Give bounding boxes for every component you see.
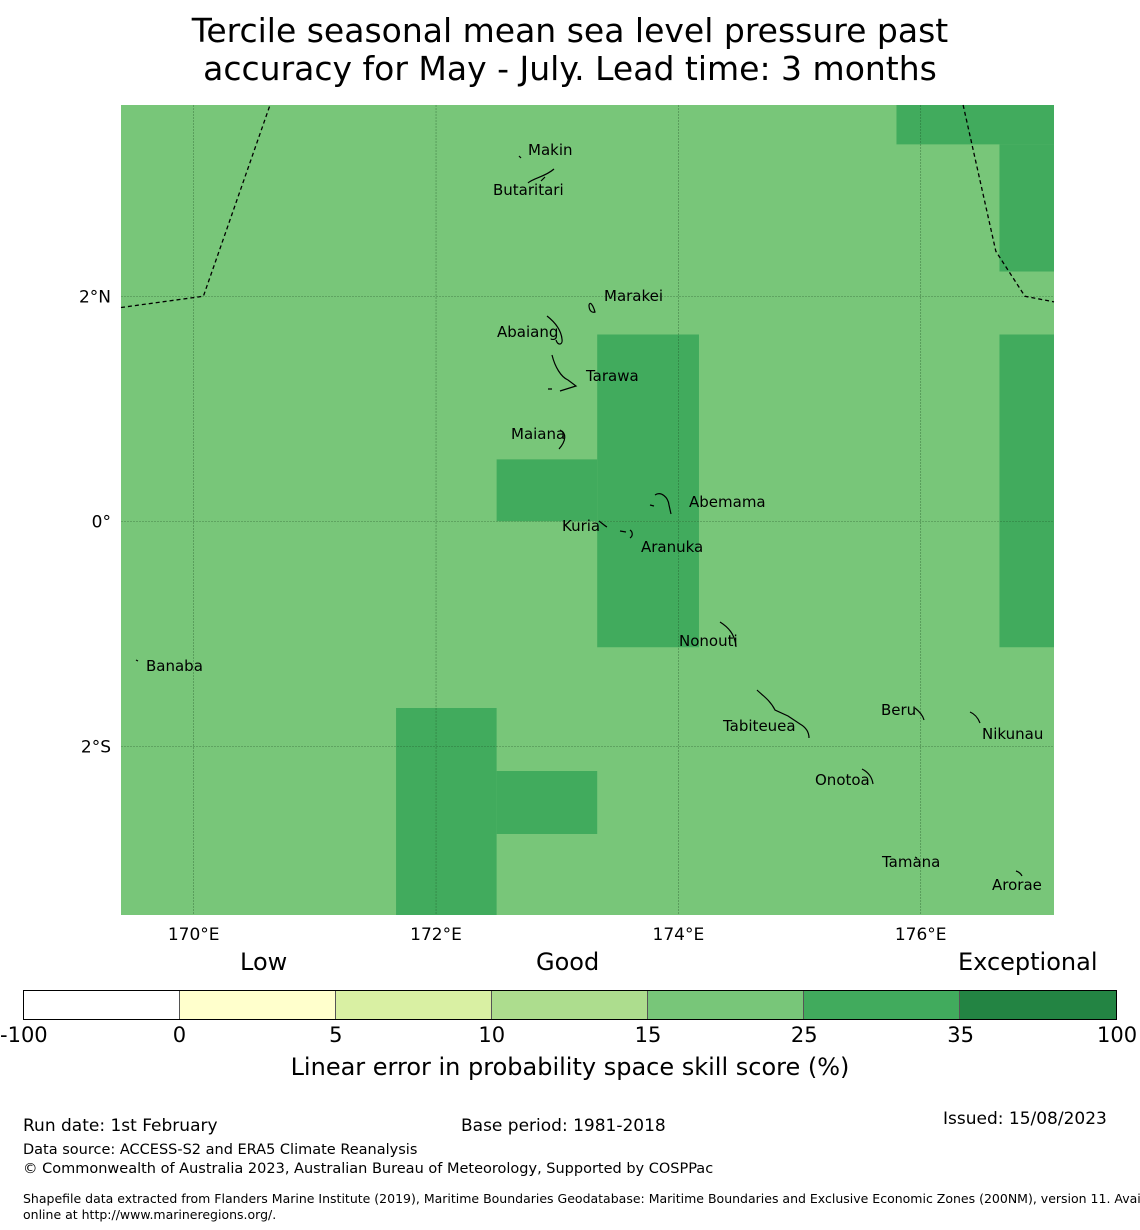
island-label-tamana: Tamana bbox=[881, 853, 940, 871]
category-label-low: Low bbox=[240, 948, 288, 976]
lon-tick-label: 172°E bbox=[410, 925, 462, 940]
lon-tick-label: 174°E bbox=[653, 925, 705, 940]
nonouti-outline bbox=[719, 621, 737, 648]
colorbar-segment bbox=[648, 991, 804, 1019]
issued-date: Issued: 15/08/2023 bbox=[943, 1109, 1107, 1129]
colorbar-segment bbox=[336, 991, 492, 1019]
island-label-maiana: Maiana bbox=[511, 425, 565, 443]
island-label-butaritari: Butaritari bbox=[493, 181, 564, 199]
skill-cell-high bbox=[896, 105, 1054, 145]
colorbar-segment bbox=[180, 991, 336, 1019]
colorbar-tick-label: 35 bbox=[947, 1023, 974, 1047]
tarawa-outline bbox=[548, 354, 578, 392]
aranuka-outline bbox=[619, 529, 633, 539]
colorbar-tick-label: 100 bbox=[1097, 1023, 1138, 1047]
lat-tick-label: 2°S bbox=[81, 737, 111, 757]
island-label-tabiteuea: Tabiteuea bbox=[722, 717, 796, 735]
eez-boundary bbox=[120, 104, 271, 309]
island-label-beru: Beru bbox=[881, 701, 916, 719]
colorbar-segment bbox=[492, 991, 648, 1019]
beru-outline bbox=[914, 707, 925, 721]
kuria-outline bbox=[598, 520, 608, 528]
colorbar-tick-label: -100 bbox=[0, 1023, 48, 1047]
nikunau-outline bbox=[969, 711, 981, 724]
colorbar-segment bbox=[960, 991, 1116, 1019]
island-label-makin: Makin bbox=[528, 141, 573, 159]
chart-title: Tercile seasonal mean sea level pressure… bbox=[0, 12, 1140, 88]
colorbar-segment bbox=[804, 991, 960, 1019]
lat-tick-label: 0° bbox=[92, 512, 111, 532]
skill-cell-high bbox=[999, 144, 1054, 272]
skill-cell-high bbox=[999, 334, 1054, 648]
makin-outline bbox=[518, 155, 522, 159]
colorbar-label: Linear error in probability space skill … bbox=[290, 1053, 850, 1081]
skill-cell-high bbox=[597, 334, 699, 522]
colorbar-tick-label: 10 bbox=[478, 1023, 506, 1047]
shapefile-credit-line-2: online at http://www.marineregions.org/. bbox=[23, 1207, 277, 1222]
colorbar bbox=[23, 990, 1117, 1020]
island-label-kuria: Kuria bbox=[562, 517, 600, 535]
tabiteuea-outline bbox=[756, 689, 810, 739]
copyright: © Commonwealth of Australia 2023, Austra… bbox=[23, 1161, 714, 1177]
lat-tick-label: 2°N bbox=[79, 287, 111, 307]
butaritari-outline bbox=[527, 168, 555, 184]
onotoa-outline bbox=[861, 768, 874, 785]
skill-cell-high bbox=[496, 459, 598, 522]
abaiang-outline bbox=[546, 315, 563, 345]
run-date: Run date: 1st February bbox=[23, 1116, 218, 1136]
island-label-abemama: Abemama bbox=[689, 493, 766, 511]
colorbar-segment bbox=[24, 991, 180, 1019]
eez-boundary bbox=[962, 104, 1055, 303]
island-label-banaba: Banaba bbox=[146, 657, 203, 675]
marakei-outline bbox=[588, 302, 596, 313]
colorbar-tick-label: 15 bbox=[634, 1023, 662, 1047]
island-label-tarawa: Tarawa bbox=[585, 367, 639, 385]
island-label-marakei: Marakei bbox=[604, 287, 663, 305]
colorbar-tick-label: 5 bbox=[329, 1023, 343, 1047]
island-label-arorae: Arorae bbox=[992, 876, 1042, 894]
island-label-onotoa: Onotoa bbox=[815, 771, 870, 789]
maiana-outline bbox=[558, 429, 566, 450]
skill-cell-high bbox=[597, 521, 699, 648]
colorbar-tick-label: 0 bbox=[172, 1023, 187, 1047]
colorbar-tick-label: 25 bbox=[790, 1023, 818, 1047]
lon-tick-label: 170°E bbox=[168, 925, 220, 940]
title-line-1: Tercile seasonal mean sea level pressure… bbox=[191, 11, 949, 50]
data-source: Data source: ACCESS-S2 and ERA5 Climate … bbox=[23, 1142, 418, 1158]
base-period: Base period: 1981-2018 bbox=[461, 1116, 666, 1136]
arorae-outline bbox=[1015, 870, 1023, 877]
shapefile-credit-line-1: Shapefile data extracted from Flanders M… bbox=[23, 1191, 1140, 1206]
skill-cell-high bbox=[496, 771, 598, 834]
skill-cell-high bbox=[396, 708, 497, 915]
abemama-outline bbox=[649, 493, 672, 515]
skill-map: 170°E 172°E 174°E 176°E 2°N 0° 2°S Makin Butarit… bbox=[79, 104, 1055, 940]
island-label-nikunau: Nikunau bbox=[982, 725, 1043, 743]
island-label-nonouti: Nonouti bbox=[679, 632, 738, 650]
category-label-good: Good bbox=[536, 948, 600, 976]
title-line-2: accuracy for May - July. Lead time: 3 mo… bbox=[203, 49, 937, 88]
banaba-outline bbox=[135, 659, 139, 662]
island-label-aranuka: Aranuka bbox=[641, 538, 703, 556]
tamana-outline bbox=[914, 856, 918, 859]
lon-tick-label: 176°E bbox=[895, 925, 947, 940]
island-label-abaiang: Abaiang bbox=[497, 323, 558, 341]
category-label-exceptional: Exceptional bbox=[958, 948, 1098, 976]
